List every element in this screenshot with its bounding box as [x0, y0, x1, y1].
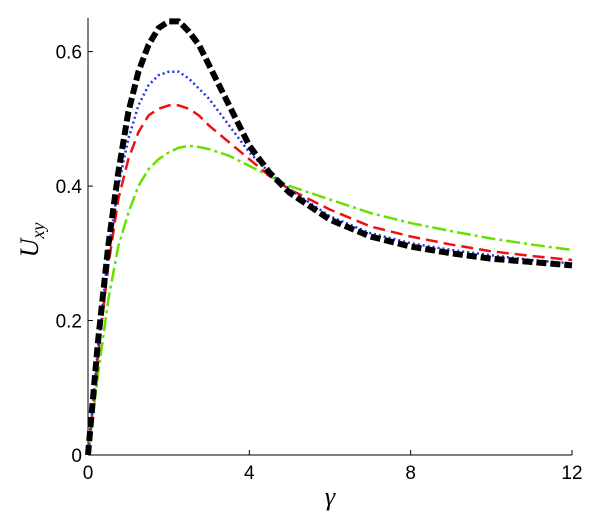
x-axis-label: γ	[325, 482, 336, 511]
x-tick-label: 12	[561, 463, 582, 484]
y-tick-label: 0.6	[56, 43, 82, 64]
y-label-base: U	[15, 236, 44, 257]
data-line	[86, 104, 573, 456]
y-tick-label: 0.2	[56, 312, 82, 333]
data-line	[86, 70, 573, 456]
x-tick-label: 8	[405, 463, 416, 484]
data-line	[86, 144, 573, 456]
y-axis-label: Uxy	[15, 223, 48, 258]
data-line	[85, 18, 573, 456]
y-tick-label: 0	[71, 446, 82, 467]
x-tick-label: 4	[244, 463, 255, 484]
x-tick-label: 0	[83, 463, 94, 484]
y-label-subscript: xy	[28, 223, 48, 240]
y-tick-label: 0.4	[56, 177, 83, 198]
